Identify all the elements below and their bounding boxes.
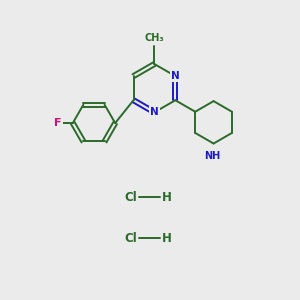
Text: Cl: Cl bbox=[124, 232, 137, 245]
Text: H: H bbox=[162, 232, 172, 245]
Text: N: N bbox=[171, 71, 180, 81]
Text: CH₃: CH₃ bbox=[145, 33, 164, 43]
Text: NH: NH bbox=[204, 151, 220, 161]
Text: F: F bbox=[54, 118, 62, 128]
Text: N: N bbox=[150, 107, 159, 117]
Text: H: H bbox=[162, 190, 172, 204]
Text: Cl: Cl bbox=[124, 190, 137, 204]
